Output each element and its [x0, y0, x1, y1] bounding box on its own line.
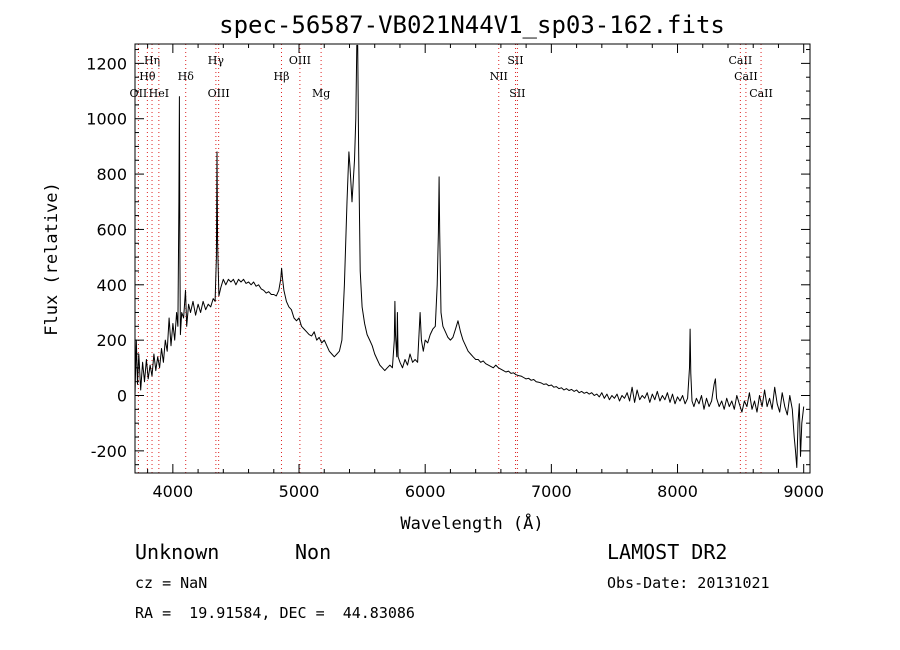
spectral-line-markers: OIIHηHθHeIHδHγOIIIHβOIIIMgNIISIISIICaIIC… [130, 44, 773, 473]
object-class: Unknown [135, 540, 220, 564]
y-tick-label: 200 [96, 331, 127, 350]
plot-frame [134, 43, 811, 474]
x-tick-label: 5000 [279, 482, 320, 501]
marker-label-0: OII [130, 87, 148, 100]
spectrum-line-0 [134, 44, 805, 468]
x-axis-label: Wavelength (Å) [400, 512, 543, 534]
marker-label-3: HeI [149, 87, 169, 100]
marker-label-7: Hβ [274, 70, 290, 83]
marker-label-5: Hγ [208, 54, 225, 67]
marker-label-8: OIII [289, 54, 311, 67]
object-subclass: Non [295, 540, 332, 564]
y-tick-label: 0 [117, 387, 127, 406]
y-tick-label: 400 [96, 276, 127, 295]
marker-label-12: SII [509, 87, 525, 100]
marker-label-4: Hδ [178, 70, 195, 83]
spectrum-series [134, 44, 805, 468]
observation-date: Obs-Date: 20131021 [607, 574, 770, 592]
marker-label-1: Hη [144, 54, 160, 67]
x-tick-label: 9000 [783, 482, 824, 501]
x-tick-label: 6000 [405, 482, 446, 501]
y-tick-label: -200 [91, 442, 127, 461]
y-axis-label: Flux (relative) [42, 182, 62, 336]
axis-tick-labels: 4000 5000 6000 7000 8000 9000 -200 0 200 400 600 80… [86, 54, 824, 501]
marker-label-15: CaII [749, 87, 773, 100]
x-tick-label: 8000 [657, 482, 698, 501]
survey-name: LAMOST DR2 [607, 540, 728, 564]
marker-label-10: NII [490, 70, 508, 83]
marker-label-11: SII [507, 54, 523, 67]
marker-label-14: CaII [734, 70, 758, 83]
marker-label-6: OIII [208, 87, 230, 100]
y-tick-label: 600 [96, 220, 127, 239]
marker-label-9: Mg [312, 87, 330, 100]
spectrum-chart: spec-56587-VB021N44V1_sp03-162.fits OIIH… [42, 11, 824, 534]
redshift-value: cz = NaN [135, 574, 208, 592]
marker-label-13: CaII [729, 54, 753, 67]
marker-label-2: Hθ [139, 70, 156, 83]
y-tick-label: 800 [96, 165, 127, 184]
y-tick-label: 1000 [86, 110, 127, 129]
axis-ticks [135, 44, 810, 473]
y-tick-label: 1200 [86, 54, 127, 73]
chart-title: spec-56587-VB021N44V1_sp03-162.fits [219, 11, 725, 39]
sky-coordinates: RA = 19.91584, DEC = 44.83086 [135, 604, 415, 622]
x-tick-label: 4000 [152, 482, 193, 501]
x-tick-label: 7000 [531, 482, 572, 501]
